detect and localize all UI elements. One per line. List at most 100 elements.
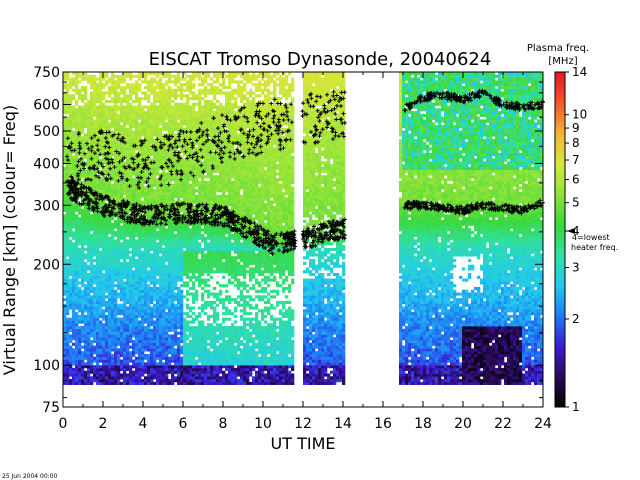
heatmap-cell <box>177 219 181 224</box>
heatmap-cell <box>120 317 124 321</box>
heatmap-cell <box>69 155 73 159</box>
heatmap-cell <box>204 136 208 140</box>
heatmap-cell <box>102 116 106 120</box>
heatmap-cell <box>72 356 76 360</box>
heatmap-cell <box>177 158 181 162</box>
heatmap-cell <box>198 99 202 104</box>
heatmap-cell <box>156 158 160 162</box>
heatmap-cell <box>174 236 178 240</box>
heatmap-cell <box>177 367 181 372</box>
heatmap-cell <box>96 261 100 265</box>
heatmap-cell <box>156 236 160 240</box>
heatmap-cell <box>168 127 172 131</box>
heatmap-cell <box>117 125 121 129</box>
heatmap-cell <box>159 122 163 126</box>
heatmap-cell <box>81 317 85 321</box>
heatmap-cell <box>63 278 67 282</box>
heatmap-cell <box>186 281 190 285</box>
heatmap-cell <box>180 111 184 115</box>
heatmap-cell <box>105 281 109 285</box>
heatmap-cell <box>198 337 202 341</box>
heatmap-cell <box>105 125 109 129</box>
heatmap-cell <box>66 172 70 176</box>
heatmap-cell <box>84 376 88 380</box>
heatmap-cell <box>147 303 151 307</box>
heatmap-cell <box>99 298 103 302</box>
heatmap-cell <box>72 292 76 296</box>
heatmap-cell <box>186 164 190 168</box>
heatmap-cell <box>87 278 91 282</box>
heatmap-cell <box>201 77 205 81</box>
heatmap-cell <box>147 164 151 168</box>
heatmap-cell <box>96 222 100 226</box>
heatmap-cell <box>207 197 211 201</box>
heatmap-cell <box>159 102 163 106</box>
heatmap-cell <box>132 83 136 87</box>
heatmap-cell <box>117 172 121 176</box>
heatmap-cell <box>144 267 148 271</box>
heatmap-cell <box>141 365 145 369</box>
heatmap-cell <box>144 326 148 330</box>
heatmap-cell <box>96 94 100 98</box>
heatmap-cell <box>84 136 88 140</box>
heatmap-cell <box>105 334 109 338</box>
heatmap-cell <box>84 314 88 318</box>
heatmap-cell <box>117 376 121 380</box>
heatmap-cell <box>159 328 163 332</box>
heatmap-cell <box>162 247 166 251</box>
heatmap-cell <box>189 376 193 380</box>
heatmap-cell <box>165 194 169 198</box>
heatmap-cell <box>132 222 136 226</box>
heatmap-cell <box>153 105 157 109</box>
heatmap-cell <box>69 267 73 271</box>
heatmap-cell <box>84 214 88 218</box>
heatmap-cell <box>93 345 97 349</box>
heatmap-cell <box>90 261 94 265</box>
heatmap-cell <box>147 337 151 341</box>
heatmap-cell <box>141 253 145 257</box>
heatmap-cell <box>147 334 151 338</box>
heatmap-cell <box>111 373 115 377</box>
heatmap-cell <box>66 345 70 349</box>
heatmap-cell <box>174 359 178 363</box>
heatmap-cell <box>183 359 187 363</box>
heatmap-cell <box>102 365 106 369</box>
heatmap-cell <box>135 334 139 338</box>
heatmap-cell <box>207 122 211 126</box>
heatmap-cell <box>72 125 76 129</box>
heatmap-cell <box>105 150 109 154</box>
heatmap-cell <box>114 270 118 274</box>
heatmap-cell <box>204 367 208 372</box>
heatmap-cell <box>81 136 85 140</box>
heatmap-cell <box>66 77 70 81</box>
heatmap-cell <box>150 337 154 341</box>
heatmap-cell <box>141 306 145 310</box>
heatmap-cell <box>174 122 178 126</box>
heatmap-cell <box>135 314 139 318</box>
heatmap-cell <box>87 247 91 251</box>
heatmap-cell <box>144 80 148 84</box>
heatmap-cell <box>201 108 205 112</box>
heatmap-cell <box>81 259 85 263</box>
heatmap-cell <box>186 320 190 324</box>
heatmap-cell <box>87 239 91 243</box>
heatmap-cell <box>171 261 175 265</box>
heatmap-cell <box>99 286 103 291</box>
heatmap-cell <box>207 228 211 232</box>
heatmap-cell <box>126 356 130 360</box>
heatmap-cell <box>189 85 193 90</box>
heatmap-cell <box>195 340 199 344</box>
heatmap-cell <box>159 326 163 330</box>
heatmap-cell <box>72 270 76 274</box>
heatmap-cell <box>174 164 178 168</box>
heatmap-cell <box>168 337 172 341</box>
heatmap-cell <box>198 183 202 187</box>
heatmap-cell <box>108 270 112 274</box>
heatmap-cell <box>198 242 202 246</box>
heatmap-cell <box>132 125 136 129</box>
heatmap-cell <box>150 211 154 215</box>
heatmap-cell <box>156 172 160 176</box>
heatmap-cell <box>174 119 178 123</box>
heatmap-cell <box>90 74 94 78</box>
heatmap-cell <box>162 74 166 78</box>
